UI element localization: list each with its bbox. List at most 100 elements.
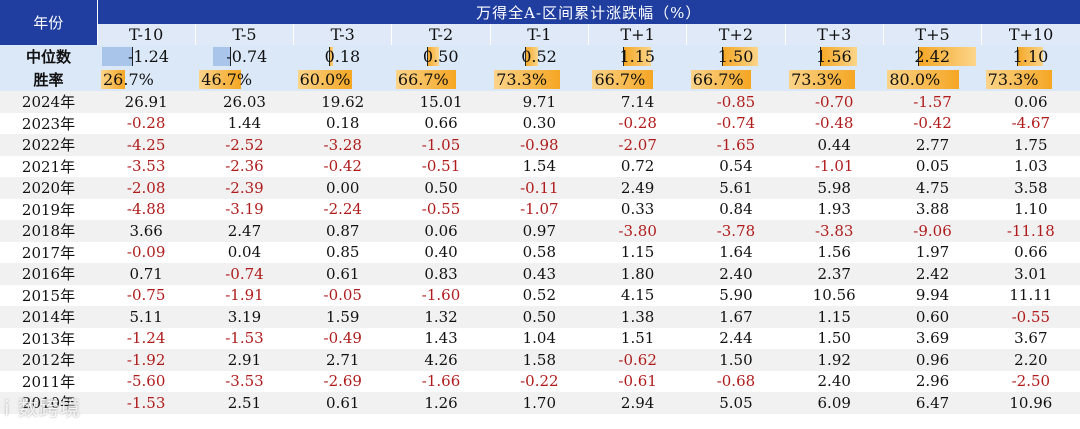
zero-line [623,47,625,66]
year-label: 2014年 [0,306,97,328]
table-cell: -0.28 [588,112,687,134]
table-cell: 3.01 [981,263,1080,285]
table-cell: 0.71 [97,263,196,285]
table-cell: -4.88 [97,198,196,220]
zero-line [132,47,133,66]
winrate-cell: 80.0% [883,68,982,91]
column-header-tplus3: T+3 [784,24,884,45]
table-cell: 1.92 [785,349,884,371]
table-row: 2014年 5.11 3.19 1.59 1.32 0.50 1.38 1.67 1.15 0.6… [0,306,1080,328]
table-cell: -3.28 [293,134,392,156]
table-cell: 0.43 [490,263,589,285]
table-row: 2011年 -5.60 -3.53 -2.69 -1.66 -0.22 -0.61 -0.68… [0,370,1080,392]
table-cell: -1.53 [97,392,196,414]
table-cell: 2.94 [588,392,687,414]
table-cell: -1.01 [785,155,884,177]
table-cell: 1.50 [785,327,884,349]
year-column-header: 年份 [0,0,98,45]
table-cell: 3.88 [883,198,982,220]
table-cell: 1.43 [391,327,491,349]
table-cell: 0.04 [195,241,294,263]
table-cell: 4.75 [883,177,982,199]
winrate-cell: 46.7% [195,68,294,91]
table-row: 2021年 -3.53 -2.36 -0.42 -0.51 1.54 0.72 0.54 -1.… [0,155,1080,177]
table-cell: 26.03 [195,91,294,113]
table-cell: 1.59 [293,306,392,328]
table-cell: 0.83 [391,263,491,285]
table-cell: 1.04 [490,327,589,349]
column-header-row: T-10 T-5 T-3 T-2 T-1 T+1 T+2 T+3 T+5 T+10 [0,24,1080,45]
winrate-value: 73.3% [791,70,842,89]
table-cell: -1.60 [391,284,491,306]
table-cell: -1.91 [195,284,294,306]
median-value: 1.10 [1012,47,1049,66]
table-cell: 0.58 [490,241,589,263]
table-row: 2010年 -1.53 2.51 0.61 1.26 1.70 2.94 5.05 6.09 6.… [0,392,1080,414]
table-cell: 2.42 [883,263,982,285]
table-cell: -0.74 [195,263,294,285]
year-label: 2022年 [0,134,97,156]
table-cell: 2.40 [785,370,884,392]
table-cell: -0.09 [97,241,196,263]
table-cell: 9.71 [490,91,589,113]
winrate-cell: 66.7% [686,68,786,91]
table-cell: 0.87 [293,220,392,242]
winrate-cell: 66.7% [588,68,687,91]
table-cell: 2.77 [883,134,982,156]
table-cell: -0.68 [686,370,786,392]
table-cell: -0.42 [883,112,982,134]
table-cell: -3.53 [97,155,196,177]
table-cell: 0.06 [981,91,1080,113]
winrate-bar [592,70,653,89]
table-cell: -0.11 [490,177,589,199]
table-cell: 9.94 [883,284,982,306]
table-row: 2016年 0.71 -0.74 0.61 0.83 0.43 1.80 2.40 2.37 2.… [0,263,1080,285]
table-row: 2020年 -2.08 -2.39 0.00 0.50 -0.11 2.49 5.61 5.98… [0,177,1080,199]
column-header-tminus5: T-5 [194,24,294,45]
table-cell: 1.38 [588,306,687,328]
median-value: 1.50 [717,47,754,66]
table-cell: -3.78 [686,220,786,242]
median-cell: 1.15 [588,45,687,68]
table-cell: 1.15 [785,306,884,328]
table-cell: -3.53 [195,370,294,392]
table-cell: 1.93 [785,198,884,220]
median-bar [102,47,132,66]
returns-table: 年份 万得全A-区间累计涨跌幅（%） T-10 T-5 T-3 T-2 T-1 T+1 T+… [0,0,1080,414]
table-cell: -9.06 [883,220,982,242]
table-cell: -0.62 [588,349,687,371]
table-cell: -2.39 [195,177,294,199]
zero-line [426,47,428,66]
table-cell: 1.03 [981,155,1080,177]
column-header-tminus10: T-10 [96,24,196,45]
table-cell: 2.20 [981,349,1080,371]
table-row: 2024年 26.91 26.03 19.62 15.01 9.71 7.14 -0.85 -0… [0,91,1080,113]
median-bar [1016,47,1044,66]
table-row: 2023年 -0.28 1.44 0.18 0.66 0.30 -0.28 -0.74 -0.4… [0,112,1080,134]
table-cell: 1.56 [785,241,884,263]
winrate-value: 73.3% [496,70,548,89]
median-bar [721,47,758,66]
median-bar [426,47,439,66]
table-cell: 0.40 [391,241,491,263]
table-cell: 3.19 [195,306,294,328]
winrate-label: 胜率 [0,68,97,91]
table-cell: 7.14 [588,91,687,113]
median-value: 0.18 [324,47,361,66]
table-cell: 11.11 [981,284,1080,306]
table-cell: 26.91 [97,91,196,113]
year-label: 2023年 [0,112,97,134]
column-header-tminus1: T-1 [489,24,589,45]
table-cell: -2.24 [293,198,392,220]
table-cell: 0.54 [686,155,786,177]
table-cell: 2.71 [293,349,392,371]
winrate-bar [887,70,960,89]
table-cell: -0.98 [490,134,589,156]
median-value: 2.42 [914,47,950,66]
winrate-value: 66.7% [397,70,449,89]
year-label: 2017年 [0,241,97,263]
table-cell: 0.44 [785,134,884,156]
table-cell: 1.10 [981,198,1080,220]
zero-line [1016,47,1018,66]
